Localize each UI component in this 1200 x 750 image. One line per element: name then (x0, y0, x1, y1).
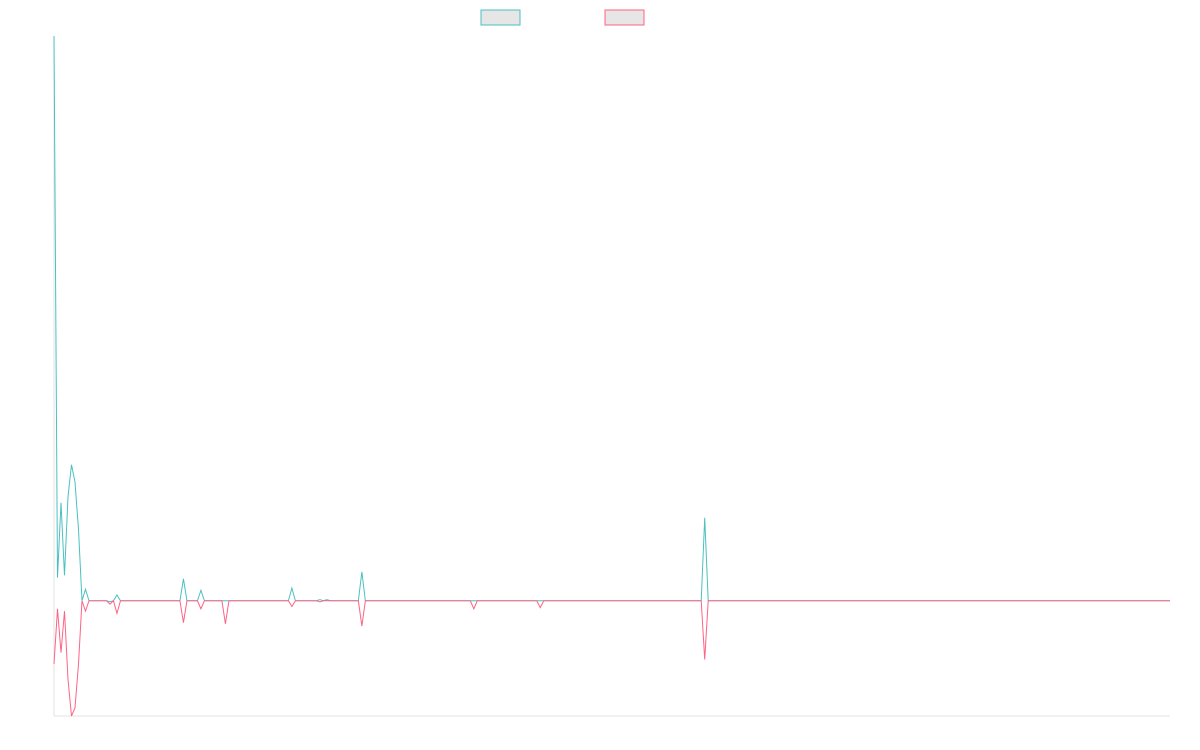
series-line-2 (53, 599, 1170, 717)
plot-area (53, 35, 1170, 717)
series-line-1 (53, 35, 1170, 603)
legend-swatch-2[interactable] (604, 9, 645, 26)
legend[interactable] (480, 9, 645, 26)
legend-swatch-1[interactable] (480, 9, 521, 26)
